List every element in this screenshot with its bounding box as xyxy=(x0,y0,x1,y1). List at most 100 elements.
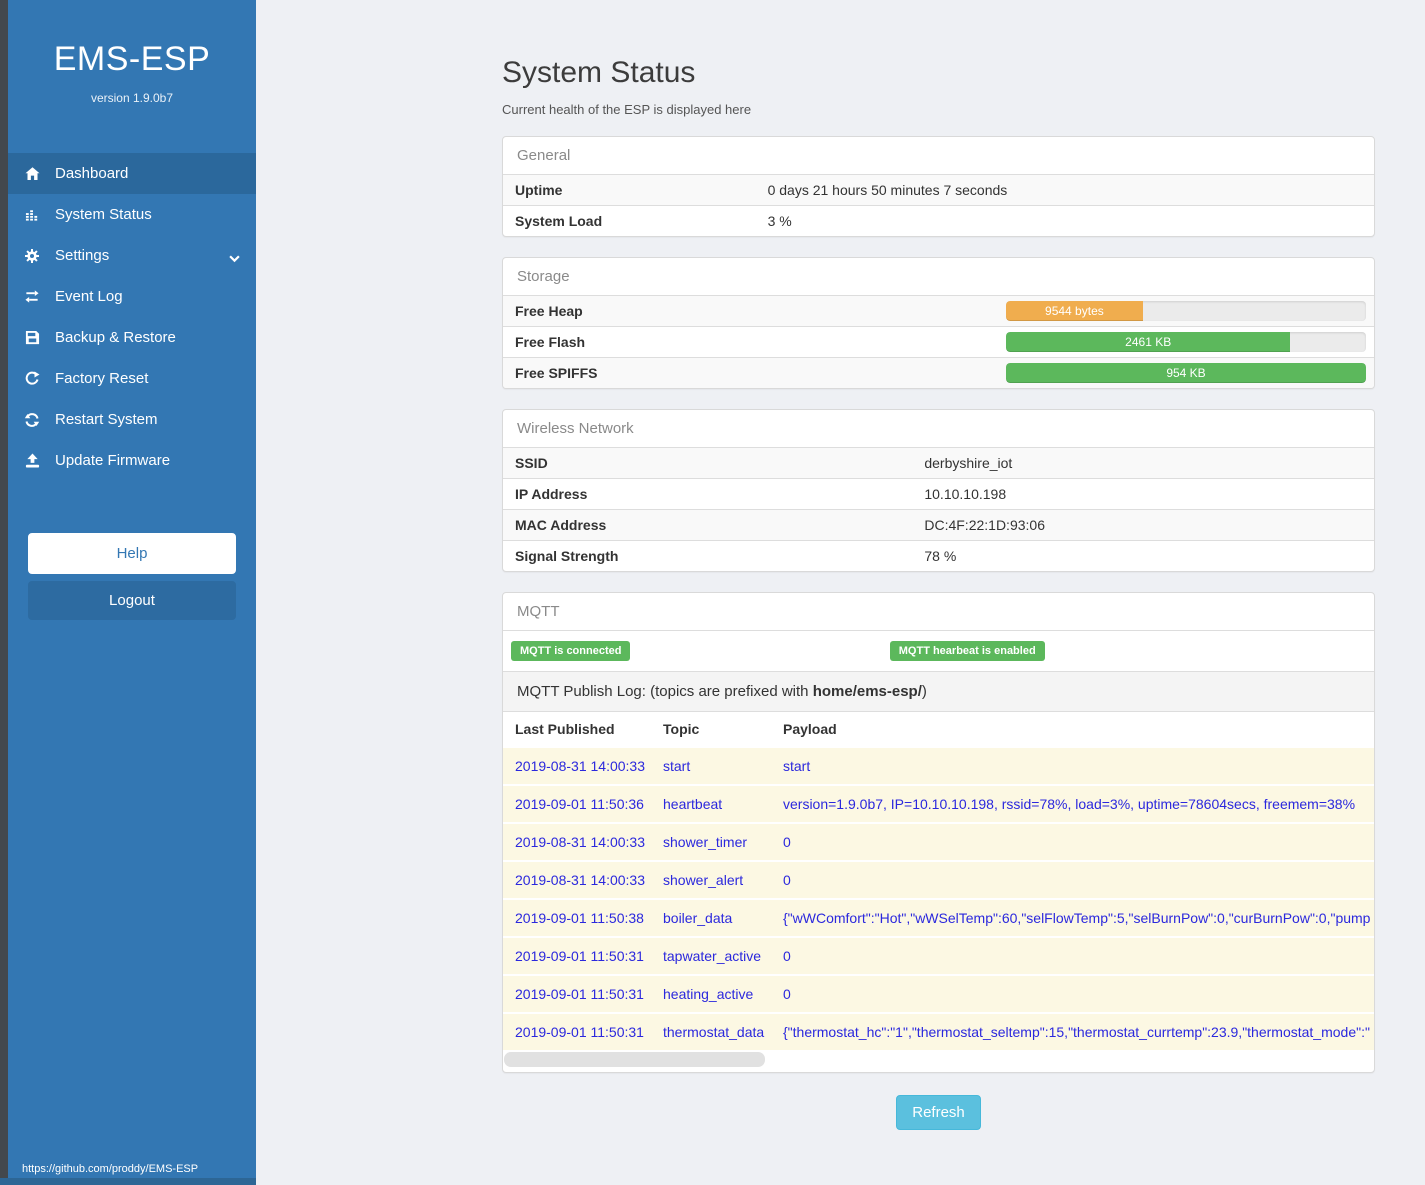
sidebar-item-label: Update Firmware xyxy=(55,452,171,469)
sidebar-item-label: Factory Reset xyxy=(55,370,149,387)
app-title: EMS-ESP xyxy=(53,40,211,78)
published-cell: 2019-09-01 11:50:31 xyxy=(515,1024,644,1040)
log-title-text: ) xyxy=(921,683,927,700)
github-link[interactable]: https://github.com/proddy/EMS-ESP xyxy=(22,1163,199,1175)
table-row: 2019-09-01 11:50:31 heating_active 0 xyxy=(503,974,1374,1012)
page-subtitle: Current health of the ESP is displayed h… xyxy=(502,102,752,117)
table-row: System Load 3 % xyxy=(503,205,1374,236)
published-cell: 2019-09-01 11:50:31 xyxy=(515,948,644,964)
free-spiffs-progressbar: 954 KB xyxy=(1006,363,1366,383)
free-heap-progressbar: 9544 bytes xyxy=(1006,301,1366,321)
mqtt-publish-log-title: MQTT Publish Log: (topics are prefixed w… xyxy=(503,671,1374,711)
horizontal-scrollbar xyxy=(504,1052,1373,1068)
published-cell: 2019-09-01 11:50:31 xyxy=(515,986,644,1002)
sidebar-item-dashboard[interactable]: Dashboard xyxy=(8,153,256,194)
payload-cell: 0 xyxy=(783,872,791,888)
column-header-topic: Topic xyxy=(663,721,700,737)
table-row: 2019-09-01 11:50:38 boiler_data {"wWComf… xyxy=(503,898,1374,936)
row-label: Free Flash xyxy=(515,334,586,350)
published-cell: 2019-08-31 14:00:33 xyxy=(515,758,645,774)
sidebar-item-label: Restart System xyxy=(55,411,158,428)
logout-button[interactable]: Logout xyxy=(28,581,236,620)
redo-icon xyxy=(22,371,42,387)
sidebar-item-backup-restore[interactable]: Backup & Restore xyxy=(8,317,256,358)
main-content: System Status Current health of the ESP … xyxy=(256,0,1425,1185)
log-table-header: Last Published Topic Payload xyxy=(503,711,1374,746)
table-row: 2019-08-31 14:00:33 shower_alert 0 xyxy=(503,860,1374,898)
sidebar-item-label: Dashboard xyxy=(55,165,129,182)
table-row: Free SPIFFS 954 KB xyxy=(503,357,1374,388)
topic-prefix: home/ems-esp/ xyxy=(812,683,922,700)
payload-cell: 0 xyxy=(783,834,791,850)
ip-address-value: 10.10.10.198 xyxy=(924,486,1007,502)
home-icon xyxy=(22,166,42,182)
refresh-button[interactable]: Refresh xyxy=(896,1095,981,1130)
sidebar-item-label: System Status xyxy=(55,206,152,223)
table-row: IP Address 10.10.10.198 xyxy=(503,478,1374,509)
panel-mqtt: MQTT MQTT is connected MQTT hearbeat is … xyxy=(502,592,1375,1073)
sidebar-bottom-strip xyxy=(0,1178,256,1185)
payload-cell: version=1.9.0b7, IP=10.10.10.198, rssid=… xyxy=(783,796,1356,812)
system-load-value: 3 % xyxy=(767,213,792,229)
topic-cell: boiler_data xyxy=(663,910,733,926)
published-cell: 2019-09-01 11:50:36 xyxy=(515,796,644,812)
sidebar-item-system-status[interactable]: System Status xyxy=(8,194,256,235)
row-label: Uptime xyxy=(515,182,563,198)
payload-cell: start xyxy=(783,758,811,774)
sidebar-item-restart-system[interactable]: Restart System xyxy=(8,399,256,440)
sidebar-item-label: Backup & Restore xyxy=(55,329,176,346)
column-header-last-published: Last Published xyxy=(515,721,615,737)
progress-fill: 954 KB xyxy=(1006,363,1366,383)
horizontal-scrollbar-thumb[interactable] xyxy=(504,1052,765,1067)
sidebar: EMS-ESP version 1.9.0b7 Dashboard System… xyxy=(0,0,256,1185)
row-label: IP Address xyxy=(515,486,588,502)
table-row: 2019-09-01 11:50:31 thermostat_data {"th… xyxy=(503,1012,1374,1050)
log-title-text: MQTT Publish Log: (topics are prefixed w… xyxy=(517,683,813,700)
table-row: 2019-08-31 14:00:33 shower_timer 0 xyxy=(503,822,1374,860)
table-row: 2019-08-31 14:00:33 start start xyxy=(503,746,1374,784)
mqtt-connected-badge: MQTT is connected xyxy=(511,641,631,661)
sidebar-nav: Dashboard System Status xyxy=(8,153,256,481)
help-button[interactable]: Help xyxy=(28,533,236,574)
sidebar-item-event-log[interactable]: Event Log xyxy=(8,276,256,317)
mac-address-value: DC:4F:22:1D:93:06 xyxy=(924,517,1045,533)
panel-general-title: General xyxy=(517,147,571,164)
published-cell: 2019-08-31 14:00:33 xyxy=(515,834,645,850)
topic-cell: start xyxy=(663,758,691,774)
table-row: MAC Address DC:4F:22:1D:93:06 xyxy=(503,509,1374,540)
progress-fill: 2461 KB xyxy=(1006,332,1291,352)
topic-cell: heartbeat xyxy=(663,796,723,812)
sidebar-item-update-firmware[interactable]: Update Firmware xyxy=(8,440,256,481)
topic-cell: shower_alert xyxy=(663,872,744,888)
table-row: SSID derbyshire_iot xyxy=(503,447,1374,478)
chevron-down-icon xyxy=(229,250,240,267)
panel-wireless-network: Wireless Network SSID derbyshire_iot IP … xyxy=(502,409,1375,572)
payload-cell: 0 xyxy=(783,986,791,1002)
column-header-payload: Payload xyxy=(783,721,837,737)
sidebar-item-label: Settings xyxy=(55,247,110,264)
row-label: Free SPIFFS xyxy=(515,365,598,381)
ssid-value: derbyshire_iot xyxy=(924,455,1013,471)
payload-cell: {"thermostat_hc":"1","thermostat_seltemp… xyxy=(783,1024,1370,1040)
topic-cell: shower_timer xyxy=(663,834,748,850)
mqtt-heartbeat-badge: MQTT hearbeat is enabled xyxy=(889,641,1045,661)
page-title: System Status xyxy=(502,56,696,89)
published-cell: 2019-08-31 14:00:33 xyxy=(515,872,645,888)
table-row: Free Flash 2461 KB xyxy=(503,326,1374,357)
free-flash-progressbar: 2461 KB xyxy=(1006,332,1366,352)
row-label: System Load xyxy=(515,213,603,229)
row-label: SSID xyxy=(515,455,548,471)
published-cell: 2019-09-01 11:50:38 xyxy=(515,910,644,926)
table-row: Free Heap 9544 bytes xyxy=(503,295,1374,326)
payload-cell: 0 xyxy=(783,948,791,964)
sidebar-item-settings[interactable]: Settings xyxy=(8,235,256,276)
topic-cell: tapwater_active xyxy=(663,948,762,964)
signal-strength-value: 78 % xyxy=(924,548,957,564)
table-row: 2019-09-01 11:50:31 tapwater_active 0 xyxy=(503,936,1374,974)
sidebar-item-factory-reset[interactable]: Factory Reset xyxy=(8,358,256,399)
system-status-icon xyxy=(22,207,42,223)
app-version: version 1.9.0b7 xyxy=(90,91,174,105)
table-row: Uptime 0 days 21 hours 50 minutes 7 seco… xyxy=(503,174,1374,205)
panel-storage: Storage Free Heap 9544 bytes Free Flash … xyxy=(502,257,1375,389)
save-icon xyxy=(22,330,42,346)
